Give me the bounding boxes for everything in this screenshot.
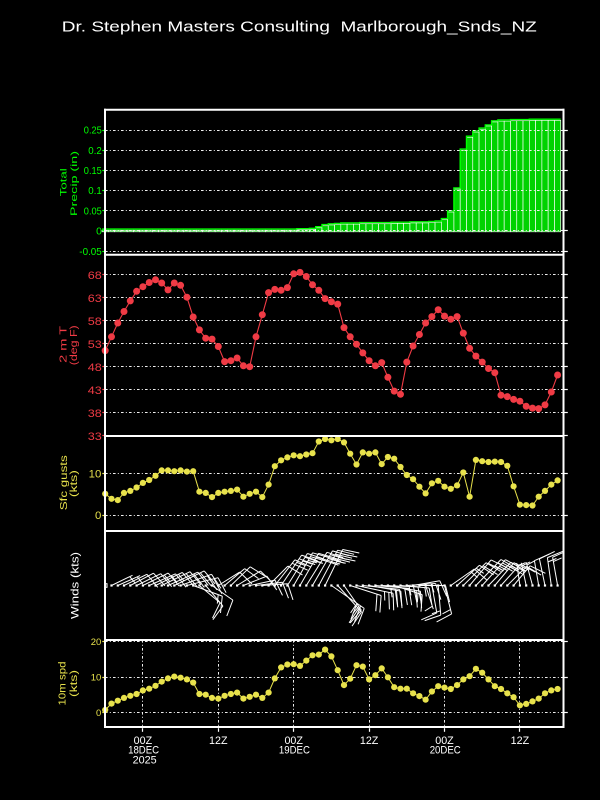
svg-text:33: 33: [88, 431, 102, 443]
svg-text:(kts): (kts): [69, 470, 80, 497]
svg-text:-0.05: -0.05: [79, 247, 102, 258]
svg-text:2025: 2025: [133, 755, 157, 767]
svg-text:Precip (in): Precip (in): [69, 151, 79, 216]
svg-text:0: 0: [96, 227, 102, 238]
svg-text:38: 38: [88, 408, 102, 420]
svg-text:12Z: 12Z: [511, 735, 530, 747]
svg-text:Winds (kts): Winds (kts): [70, 552, 82, 619]
svg-text:2 m T: 2 m T: [59, 325, 70, 363]
svg-text:0.15: 0.15: [84, 166, 102, 177]
svg-text:0: 0: [95, 510, 101, 522]
svg-text:Sfc gusts: Sfc gusts: [59, 455, 70, 510]
svg-text:00Z: 00Z: [435, 735, 454, 747]
svg-text:0: 0: [96, 708, 101, 719]
svg-text:58: 58: [88, 316, 102, 328]
svg-text:(deg F): (deg F): [69, 325, 80, 365]
svg-text:10: 10: [89, 468, 102, 480]
svg-text:0.25: 0.25: [84, 126, 102, 137]
svg-text:43: 43: [88, 385, 102, 397]
svg-text:12Z: 12Z: [209, 735, 228, 747]
svg-text:20: 20: [91, 637, 102, 648]
svg-text:12Z: 12Z: [360, 735, 379, 747]
svg-text:0.2: 0.2: [88, 146, 102, 157]
svg-text:00Z: 00Z: [284, 735, 303, 747]
svg-text:0.1: 0.1: [88, 186, 102, 197]
svg-text:(kts): (kts): [69, 670, 80, 697]
svg-text:20DEC: 20DEC: [430, 745, 461, 757]
svg-text:10: 10: [91, 673, 102, 684]
svg-text:Dr. Stephen Masters Consulting: Dr. Stephen Masters Consulting Marlborou…: [62, 19, 537, 36]
svg-text:68: 68: [88, 270, 102, 282]
svg-text:19DEC: 19DEC: [279, 745, 310, 757]
svg-text:18DEC: 18DEC: [128, 745, 159, 757]
svg-text:10m spd: 10m spd: [58, 661, 69, 705]
svg-text:53: 53: [88, 339, 102, 351]
svg-text:0.05: 0.05: [84, 206, 102, 217]
svg-text:48: 48: [88, 362, 102, 374]
svg-text:63: 63: [88, 293, 102, 305]
svg-text:Total: Total: [59, 168, 69, 196]
svg-text:00Z: 00Z: [134, 735, 153, 747]
